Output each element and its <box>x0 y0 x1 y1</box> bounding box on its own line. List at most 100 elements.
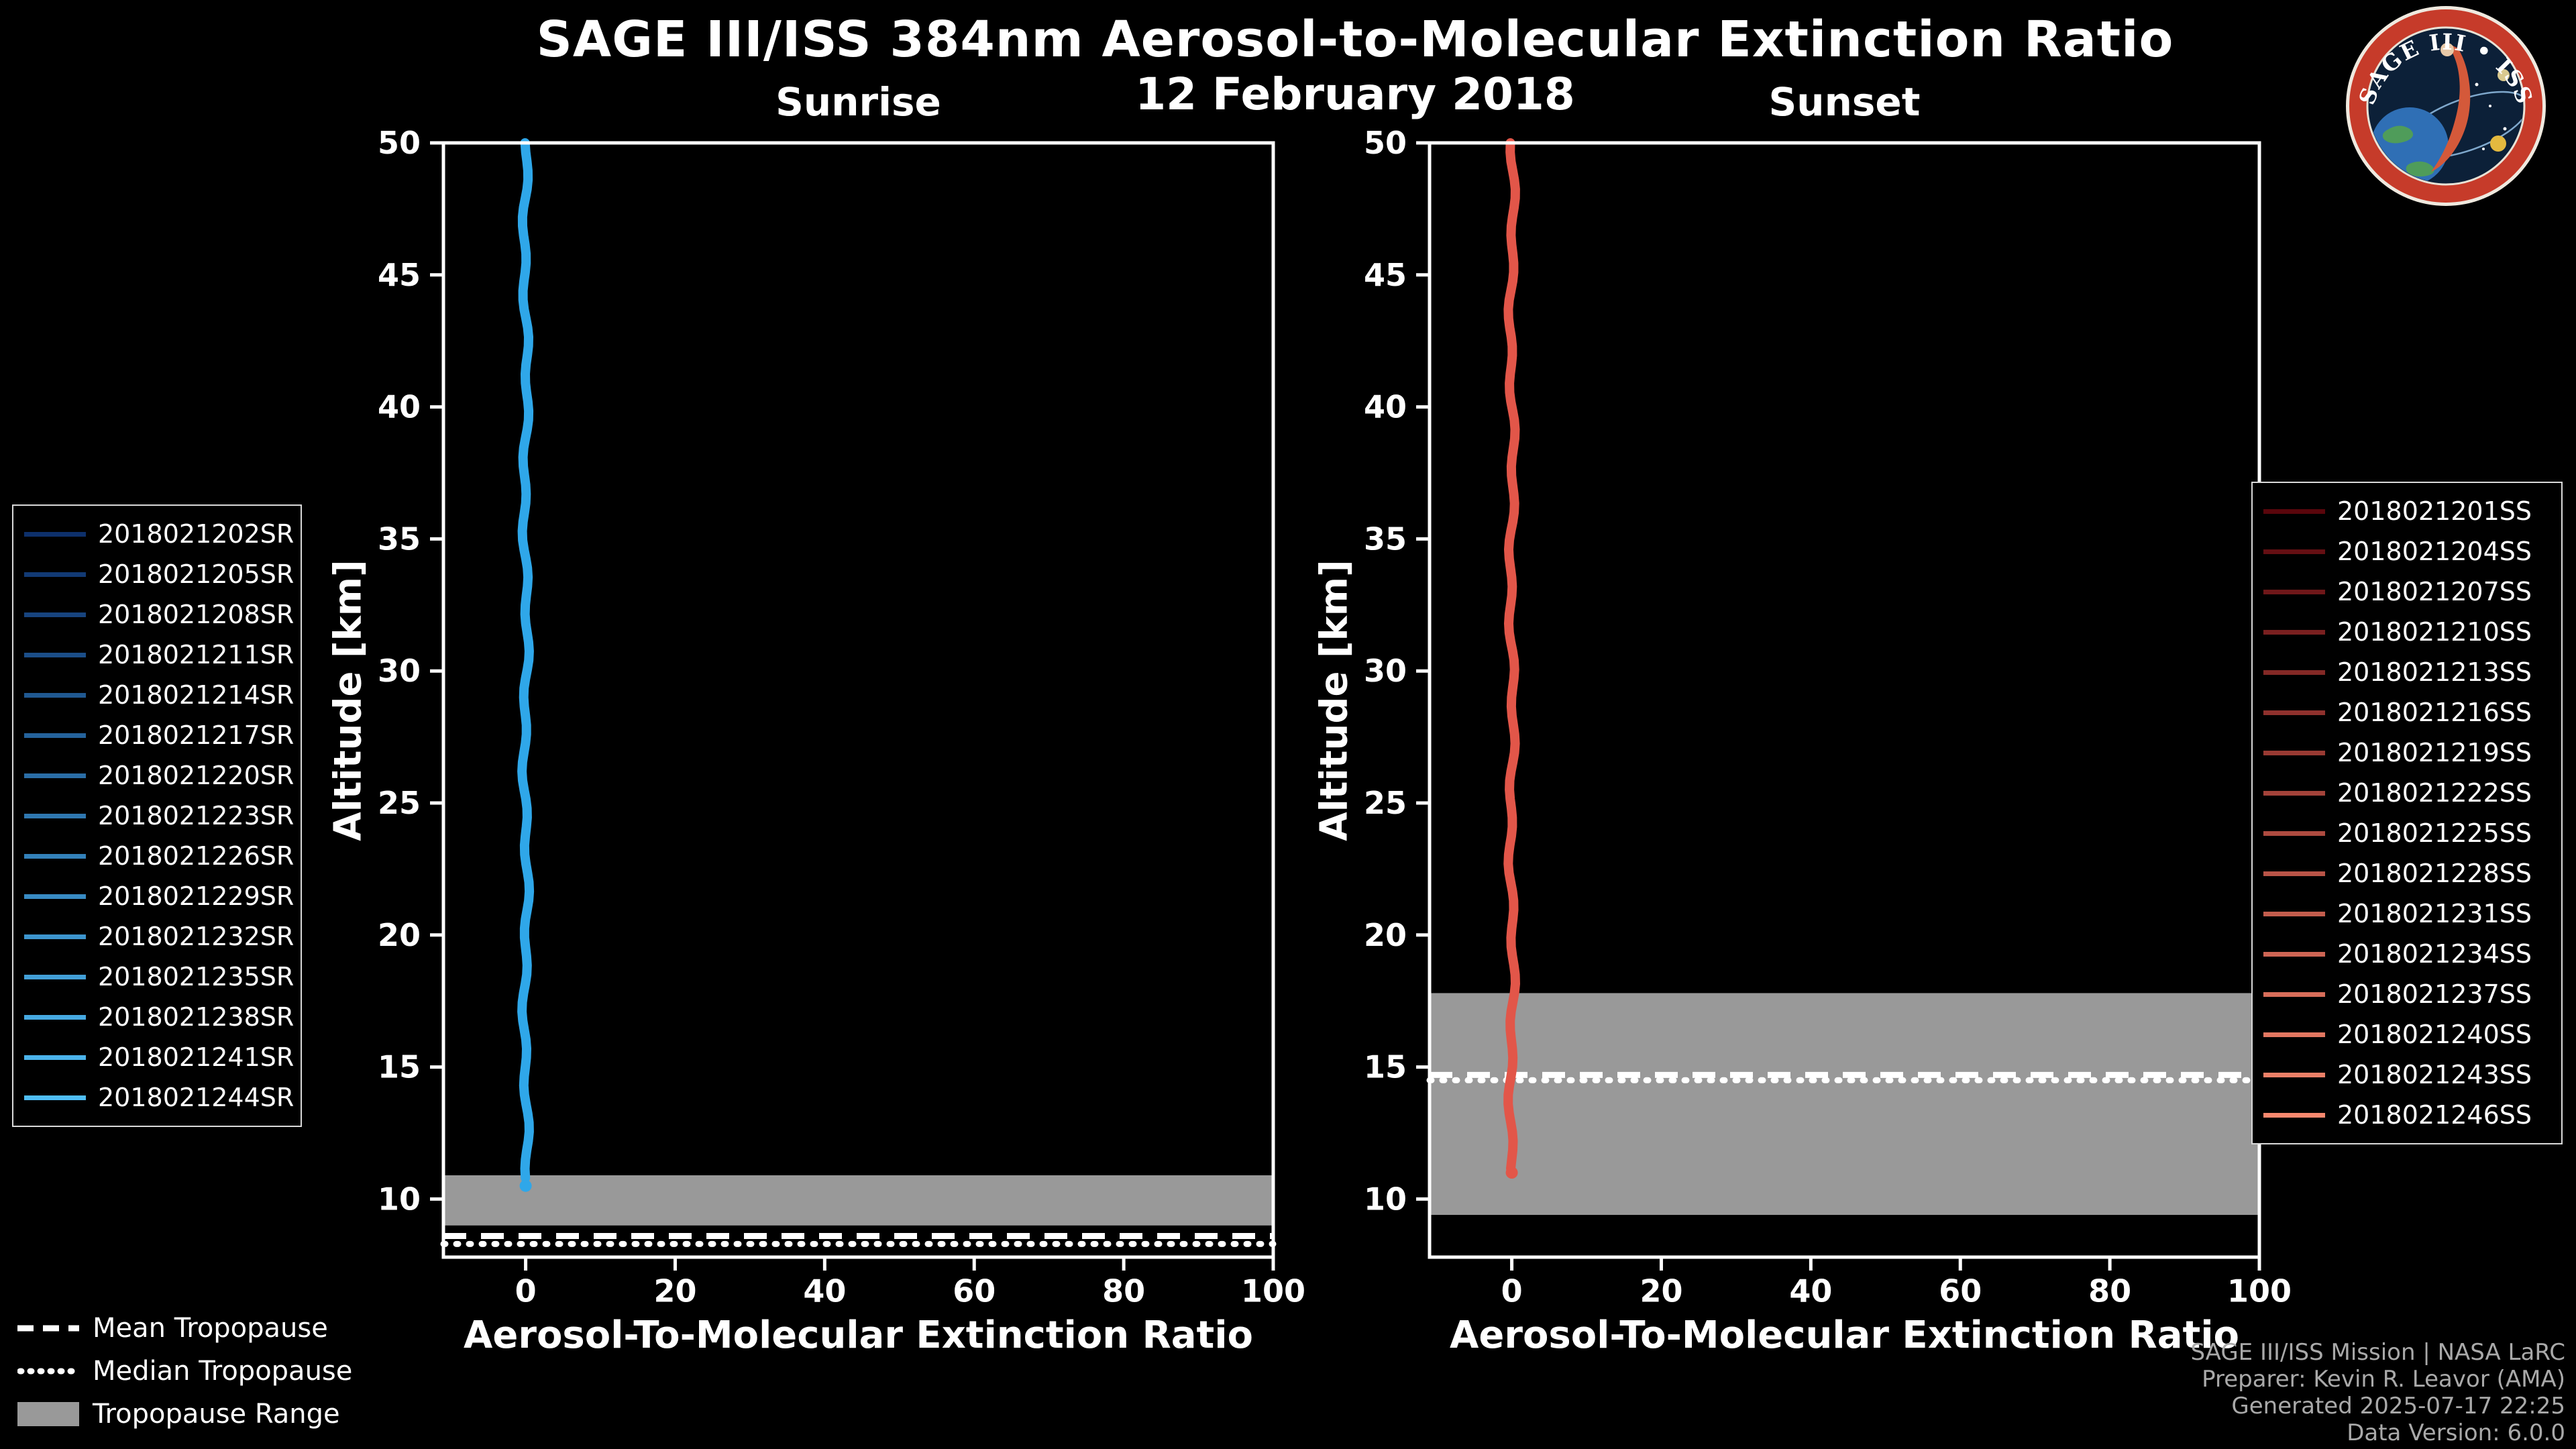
y-tick-label: 10 <box>1364 1181 1407 1217</box>
y-tick-label: 20 <box>1364 917 1407 953</box>
legend-line-swatch <box>24 1055 86 1060</box>
legend-item: 2018021240SS <box>2263 1014 2551 1055</box>
legend-line-swatch <box>2263 669 2325 675</box>
legend-event-label: 2018021225SS <box>2337 818 2532 848</box>
credits-block: SAGE III/ISS Mission | NASA LaRC Prepare… <box>2190 1339 2565 1446</box>
sunset-panel-title: Sunset <box>1768 79 1921 125</box>
y-tick-label: 45 <box>1364 257 1407 293</box>
legend-event-label: 2018021234SS <box>2337 939 2532 969</box>
legend-line-swatch <box>2263 508 2325 514</box>
preparer-credit: Preparer: Kevin R. Leavor (AMA) <box>2202 1366 2565 1393</box>
legend-line-swatch <box>24 652 86 657</box>
y-tick-label: 30 <box>378 653 421 689</box>
panel-sunrise: 0 20 40 60 80 100 10 15 20 25 30 35 40 45 50 <box>378 125 1305 1309</box>
y-tick-label: 25 <box>1364 785 1407 821</box>
legend-item: 2018021204SS <box>2263 531 2551 572</box>
legend-line-swatch <box>24 934 86 939</box>
legend-event-label: 2018021216SS <box>2337 698 2532 727</box>
legend-line-swatch <box>24 894 86 899</box>
legend-line-swatch <box>24 974 86 979</box>
legend-line-swatch <box>24 692 86 698</box>
legend-item: 2018021235SR <box>24 957 294 997</box>
legend-item: 2018021214SR <box>24 675 294 715</box>
dotted-line-icon <box>17 1368 79 1375</box>
legend-event-label: 2018021211SR <box>98 640 294 669</box>
panel-sunset: 0 20 40 60 80 100 10 15 20 25 30 35 40 45 50 <box>1364 125 2292 1309</box>
x-tick-label: 100 <box>2227 1273 2292 1309</box>
plot-border <box>441 141 1275 1259</box>
legend-line-swatch <box>2263 549 2325 554</box>
mean-tropopause-label: Mean Tropopause <box>93 1313 328 1344</box>
legend-item: 2018021225SS <box>2263 813 2551 853</box>
legend-event-label: 2018021237SS <box>2337 979 2532 1009</box>
legend-item: 2018021213SS <box>2263 652 2551 692</box>
y-tick-label: 50 <box>378 125 421 161</box>
legend-line-swatch <box>24 531 86 537</box>
legend-item: 2018021226SR <box>24 836 294 876</box>
tropopause-range-band <box>443 1175 1273 1226</box>
y-tick-label: 15 <box>1364 1049 1407 1085</box>
x-tick-label: 0 <box>515 1273 537 1309</box>
legend-line-swatch <box>2263 871 2325 876</box>
legend-line-swatch <box>2263 790 2325 796</box>
gray-band-icon <box>17 1402 79 1426</box>
legend-item: 2018021234SS <box>2263 934 2551 974</box>
extinction-profile-line <box>1503 138 1520 1174</box>
legend-item: 2018021220SR <box>24 755 294 796</box>
legend-item: 2018021229SR <box>24 876 294 916</box>
moon-icon <box>2498 69 2510 81</box>
y-tick-label: 40 <box>1364 389 1407 425</box>
y-tick-label: 40 <box>378 389 421 425</box>
legend-line-swatch <box>2263 951 2325 957</box>
legend-event-label: 2018021243SS <box>2337 1060 2532 1089</box>
x-tick-label: 100 <box>1241 1273 1305 1309</box>
legend-event-label: 2018021210SS <box>2337 617 2532 647</box>
legend-item: 2018021216SS <box>2263 692 2551 733</box>
legend-line-swatch <box>2263 830 2325 836</box>
legend-line-swatch <box>24 853 86 859</box>
legend-event-label: 2018021231SS <box>2337 899 2532 928</box>
legend-item: 2018021243SS <box>2263 1055 2551 1095</box>
legend-event-label: 2018021204SS <box>2337 537 2532 566</box>
legend-item: 2018021210SS <box>2263 612 2551 652</box>
chart-title: SAGE III/ISS 384nm Aerosol-to-Molecular … <box>536 11 2174 68</box>
tropopause-legend: Mean Tropopause Median Tropopause Tropop… <box>17 1307 352 1436</box>
legend-item: 2018021241SR <box>24 1037 294 1077</box>
legend-item: 2018021202SR <box>24 514 294 554</box>
x-tick-label: 80 <box>1102 1273 1145 1309</box>
y-tick-label: 15 <box>378 1049 421 1085</box>
legend-event-label: 2018021226SR <box>98 841 294 871</box>
legend-line-swatch <box>2263 911 2325 916</box>
sunrise-x-axis-label: Aerosol-To-Molecular Extinction Ratio <box>464 1313 1253 1357</box>
legend-line-swatch <box>2263 750 2325 755</box>
sunset-x-axis-label: Aerosol-To-Molecular Extinction Ratio <box>1450 1313 2239 1357</box>
chart-date: 12 February 2018 <box>1135 68 1575 120</box>
legend-line-swatch <box>24 733 86 738</box>
legend-item: 2018021201SS <box>2263 491 2551 531</box>
legend-item: 2018021217SR <box>24 715 294 755</box>
extinction-profile-line <box>517 138 535 1183</box>
sun-icon <box>2490 136 2506 152</box>
y-tick-label: 35 <box>378 521 421 557</box>
legend-event-label: 2018021229SR <box>98 881 294 911</box>
legend-event-label: 2018021235SR <box>98 962 294 991</box>
legend-event-label: 2018021208SR <box>98 600 294 629</box>
legend-line-swatch <box>2263 1112 2325 1118</box>
legend-item: 2018021211SR <box>24 635 294 675</box>
x-tick-label: 20 <box>1640 1273 1682 1309</box>
legend-event-label: 2018021232SR <box>98 922 294 951</box>
profile-end-cap <box>519 1179 532 1192</box>
legend-item: 2018021223SR <box>24 796 294 836</box>
legend-event-label: 2018021238SR <box>98 1002 294 1032</box>
legend-event-label: 2018021220SR <box>98 761 294 790</box>
legend-item: 2018021208SR <box>24 594 294 635</box>
dashed-line-icon <box>17 1325 79 1332</box>
legend-event-label: 2018021202SR <box>98 519 294 549</box>
x-tick-label: 0 <box>1501 1273 1523 1309</box>
legend-line-swatch <box>2263 1032 2325 1037</box>
legend-line-swatch <box>2263 1072 2325 1077</box>
median-tropopause-legend-item: Median Tropopause <box>17 1350 352 1393</box>
legend-line-swatch <box>24 612 86 617</box>
